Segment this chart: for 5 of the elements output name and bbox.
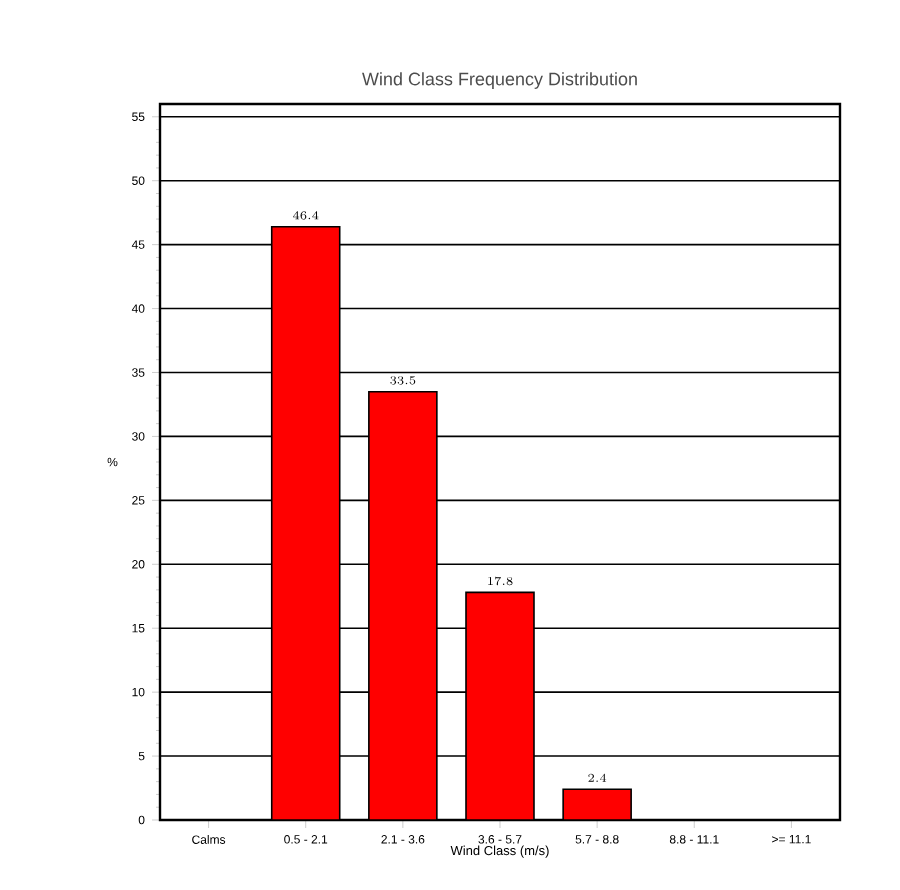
- bar: [465, 591, 535, 820]
- bar: [562, 788, 632, 820]
- bar: [368, 390, 438, 820]
- bar: [270, 225, 341, 820]
- chart-title: Wind Class Frequency Distribution: [362, 72, 637, 89]
